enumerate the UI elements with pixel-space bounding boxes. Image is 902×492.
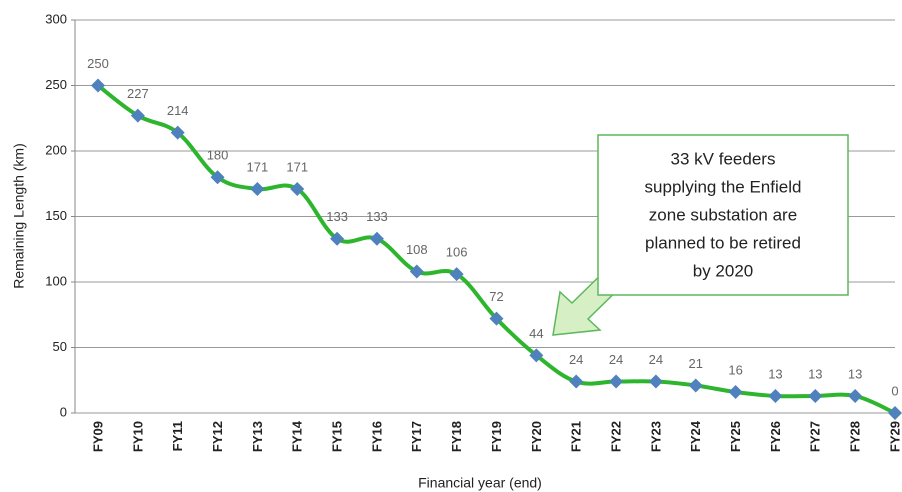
y-tick-label: 100: [45, 273, 67, 288]
x-tick-label: FY28: [848, 421, 863, 452]
x-tick-label: FY22: [608, 421, 623, 452]
x-tick-label: FY23: [648, 421, 663, 452]
y-tick-label: 200: [45, 142, 67, 157]
data-label: 133: [366, 209, 388, 224]
x-tick-label: FY26: [768, 421, 783, 452]
y-tick-label: 0: [60, 404, 67, 419]
data-label: 106: [446, 245, 468, 260]
x-tick-label: FY09: [90, 421, 105, 452]
annotation-text: 33 kV feeders: [671, 149, 776, 168]
marker: [290, 181, 305, 196]
marker: [330, 231, 345, 246]
x-axis-label: Financial year (end): [418, 475, 542, 491]
x-tick-label: FY10: [130, 421, 145, 452]
x-tick-label: FY25: [728, 421, 743, 452]
marker: [91, 78, 105, 93]
x-tick-label: FY12: [210, 421, 225, 452]
data-label: 21: [689, 356, 703, 371]
y-axis-label: Remaining Length (km): [11, 143, 27, 289]
marker: [489, 311, 504, 326]
marker: [210, 170, 225, 185]
marker: [888, 406, 902, 420]
data-label: 13: [768, 366, 782, 381]
data-label: 227: [127, 86, 149, 101]
marker: [130, 108, 145, 123]
marker: [409, 264, 424, 279]
x-tick-label: FY11: [170, 421, 185, 451]
y-tick-label: 150: [45, 208, 67, 223]
marker: [529, 348, 544, 363]
x-tick-label: FY19: [489, 421, 504, 452]
marker: [369, 231, 384, 246]
y-tick-label: 50: [53, 339, 67, 354]
annotation-box: [597, 134, 849, 296]
marker: [768, 388, 783, 403]
marker: [848, 388, 863, 403]
marker: [688, 378, 703, 393]
data-label: 24: [569, 352, 583, 367]
marker: [808, 388, 823, 403]
data-label: 180: [207, 148, 229, 163]
x-tick-label: FY18: [449, 421, 464, 452]
data-label: 214: [167, 103, 189, 118]
data-label: 13: [848, 366, 862, 381]
annotation-text: planned to be retired: [645, 233, 801, 252]
x-tick-label: FY21: [569, 421, 584, 452]
data-label: 72: [489, 289, 503, 304]
marker: [728, 385, 743, 400]
annotation-text: zone substation are: [649, 205, 797, 224]
x-tick-label: FY15: [330, 421, 345, 452]
data-label: 171: [286, 159, 308, 174]
x-tick-label: FY14: [290, 420, 305, 452]
annotation-text: by 2020: [693, 261, 754, 280]
data-label: 13: [808, 366, 822, 381]
x-tick-label: FY29: [887, 421, 902, 452]
data-label: 171: [247, 159, 269, 174]
x-tick-label: FY27: [808, 421, 823, 452]
x-tick-label: FY16: [369, 421, 384, 452]
marker: [569, 374, 584, 389]
annotation: 33 kV feeders supplying the Enfield zone s…: [552, 134, 849, 336]
y-tick-label: 300: [45, 11, 67, 26]
plot: 250 227 214 180 171 171 133 133 108 106 72 44 24 24 24…: [75, 19, 902, 420]
data-label: 133: [326, 209, 348, 224]
x-tick-label: FY17: [409, 421, 424, 452]
data-label: 108: [406, 242, 428, 257]
x-tick-label: FY20: [529, 421, 544, 452]
annotation-text: supplying the Enfield: [645, 177, 802, 196]
marker: [609, 374, 624, 389]
data-label: 24: [649, 352, 663, 367]
data-label: 44: [529, 326, 543, 341]
x-tick-label: FY13: [250, 421, 265, 452]
data-label: 16: [728, 362, 742, 377]
x-tick-label: FY24: [688, 420, 703, 452]
marker: [250, 181, 265, 196]
marker: [170, 125, 185, 140]
marker: [648, 374, 663, 389]
y-tick-label: 250: [45, 77, 67, 92]
data-label: 250: [87, 56, 109, 71]
data-label: 0: [891, 383, 898, 398]
data-label: 24: [609, 352, 623, 367]
marker: [449, 267, 464, 282]
